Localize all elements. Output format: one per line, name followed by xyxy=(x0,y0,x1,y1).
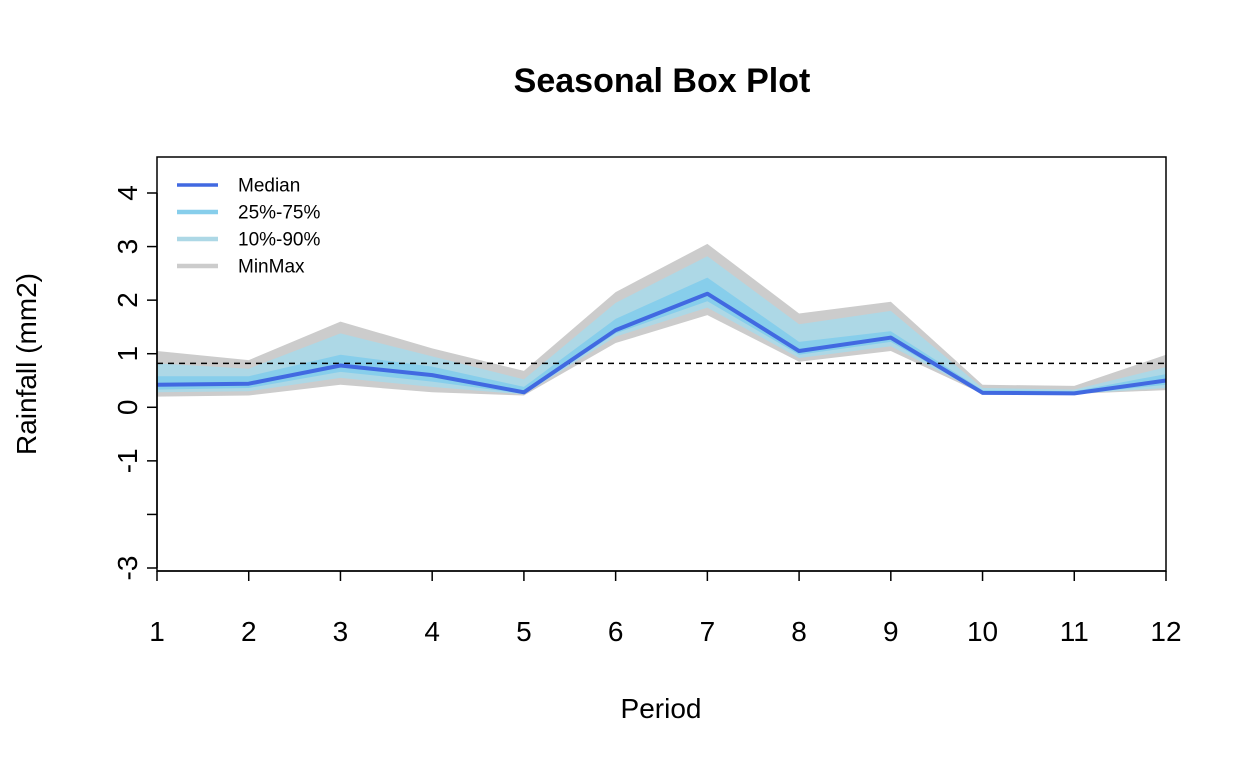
legend-label-10-90-: 10%-90% xyxy=(238,230,320,251)
x-tick-label: 1 xyxy=(149,616,165,647)
y-tick-label: -1 xyxy=(112,448,143,473)
x-tick-label: 2 xyxy=(241,616,257,647)
median-line-layer xyxy=(156,291,1167,396)
legend-label-25-75-: 25%-75% xyxy=(238,203,320,224)
y-tick-label: -3 xyxy=(112,556,143,581)
y-axis: 4 3 2 1 0 -1 -3 xyxy=(112,185,158,581)
legend: Median 25%-75% 10%-90% MinMax xyxy=(177,176,320,278)
y-tick-label: 1 xyxy=(112,346,143,362)
y-tick-label: 0 xyxy=(112,399,143,415)
x-tick-label: 3 xyxy=(333,616,349,647)
legend-label-minmax: MinMax xyxy=(238,257,305,278)
y-tick-label: 2 xyxy=(112,292,143,308)
x-axis: 1 2 3 4 5 6 7 8 9 10 11 12 xyxy=(149,570,1182,647)
median-line xyxy=(156,291,1167,396)
x-axis-label: Period xyxy=(621,693,702,724)
chart-title: Seasonal Box Plot xyxy=(514,62,811,100)
x-tick-label: 11 xyxy=(1060,616,1089,647)
x-tick-label: 9 xyxy=(883,616,899,647)
legend-label-median: Median xyxy=(238,176,300,197)
x-tick-label: 5 xyxy=(516,616,532,647)
x-tick-label: 6 xyxy=(608,616,624,647)
x-tick-label: 7 xyxy=(700,616,716,647)
x-tick-label: 10 xyxy=(967,616,998,647)
band-10-90- xyxy=(157,256,1166,395)
x-tick-label: 8 xyxy=(791,616,807,647)
band-layer xyxy=(157,243,1166,397)
y-tick-label: 4 xyxy=(112,185,143,201)
x-tick-label: 12 xyxy=(1150,616,1181,647)
y-axis-label: Rainfall (mm2) xyxy=(11,273,42,455)
band-25-75- xyxy=(157,277,1166,394)
x-tick-label: 4 xyxy=(424,616,440,647)
y-tick-label: 3 xyxy=(112,239,143,255)
